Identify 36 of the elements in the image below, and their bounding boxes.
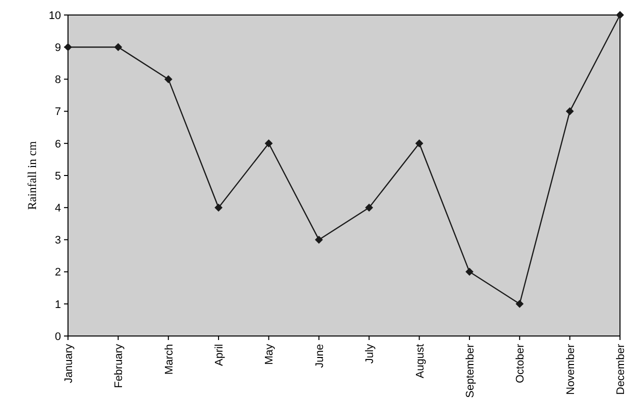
y-tick-label: 7 <box>54 106 61 118</box>
x-tick-label: June <box>314 344 326 368</box>
x-tick-label: July <box>364 344 376 364</box>
point <box>616 11 624 19</box>
point <box>465 268 474 276</box>
y-tick-label: 1 <box>54 298 61 311</box>
y-tick-label: 3 <box>54 234 61 247</box>
point <box>114 43 122 52</box>
y-tick-label: 2 <box>54 266 61 279</box>
x-tick-label: November <box>564 344 577 395</box>
x-tick-label: April <box>214 344 226 366</box>
point <box>314 236 323 244</box>
y-tick-label: 10 <box>48 10 61 22</box>
point <box>164 75 172 84</box>
point <box>566 107 574 116</box>
x-tick-label: March <box>163 344 176 375</box>
x-tick-label: December <box>615 344 627 395</box>
y-tick-label: 8 <box>54 74 61 86</box>
y-tick-label: 6 <box>54 138 61 150</box>
point <box>64 43 72 52</box>
x-tick-label: January <box>63 344 75 384</box>
point <box>214 204 223 212</box>
y-axis-title: Rainfall in cm <box>25 140 39 210</box>
point <box>415 139 424 148</box>
y-tick-label: 0 <box>54 330 61 343</box>
point <box>264 139 273 148</box>
y-tick-label: 9 <box>54 42 61 54</box>
point <box>516 300 524 308</box>
x-tick-label: August <box>414 344 426 378</box>
y-tick-label: 4 <box>54 202 61 214</box>
x-tick-label: October <box>514 344 527 384</box>
x-tick-label: February <box>113 344 126 388</box>
point <box>365 204 374 212</box>
x-tick-label: May <box>264 344 276 365</box>
y-tick-label: 5 <box>54 170 61 182</box>
x-tick-label: September <box>464 344 476 398</box>
